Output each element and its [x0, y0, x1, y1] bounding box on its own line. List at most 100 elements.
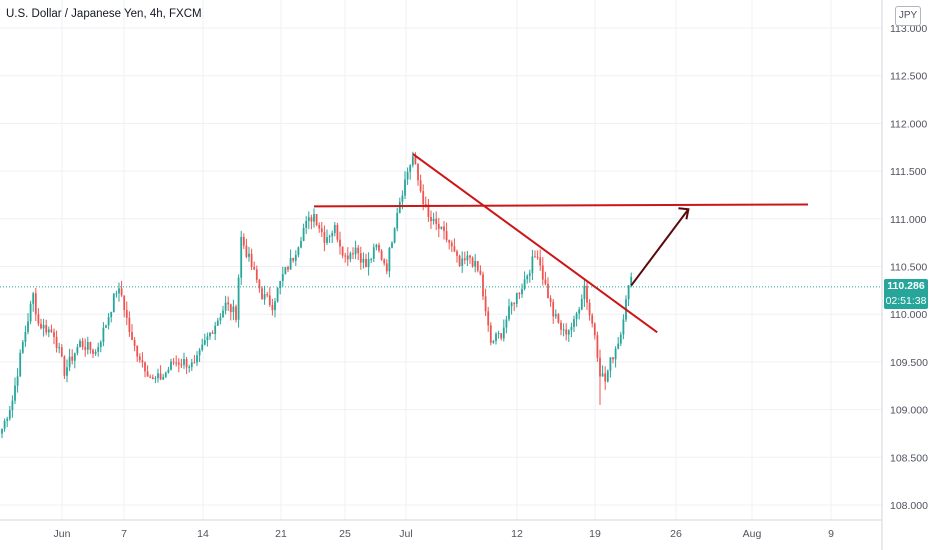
candle [196, 351, 198, 367]
candle [29, 300, 32, 325]
candle [115, 290, 118, 298]
candle-body [614, 348, 617, 360]
candle [14, 377, 16, 404]
candle-body [297, 247, 300, 256]
candle-body [193, 362, 196, 364]
candle-body [474, 261, 477, 267]
candle [471, 256, 474, 268]
candle-body [510, 302, 513, 307]
candle-body [144, 362, 146, 372]
candle-body [198, 349, 201, 356]
candle-body [518, 293, 521, 295]
candle-body [105, 325, 107, 328]
candle-body [89, 342, 92, 350]
candle [385, 259, 388, 275]
candle [107, 312, 110, 330]
candle [81, 337, 84, 350]
x-tick-label: Jul [399, 528, 412, 540]
candle [118, 282, 120, 302]
candle-body [201, 344, 204, 350]
y-tick-label: 108.000 [890, 500, 928, 512]
candle-body [224, 302, 227, 311]
last-price-value: 110.286 [887, 279, 925, 292]
candle [112, 292, 115, 313]
candle-body [240, 236, 243, 278]
candle [370, 257, 373, 264]
currency-button[interactable]: JPY [895, 6, 921, 26]
candle-body [159, 373, 162, 380]
candle-body [344, 255, 347, 257]
candle [66, 359, 68, 383]
candle-body [583, 285, 586, 299]
candle [268, 287, 271, 308]
candle-body [570, 327, 573, 331]
candle-body [128, 317, 131, 333]
candle [229, 303, 232, 321]
candle-body [47, 329, 50, 333]
candle [521, 283, 523, 298]
x-tick-label: 26 [670, 528, 682, 540]
candle-body [456, 251, 458, 256]
candle [606, 369, 609, 383]
chart-grid [0, 0, 882, 520]
candle [523, 271, 526, 291]
candle [539, 249, 542, 271]
candle [450, 240, 453, 252]
candle [222, 305, 224, 318]
candle [365, 253, 367, 268]
candle-body [180, 364, 183, 366]
x-tick-label: 21 [275, 528, 287, 540]
y-tick-label: 109.000 [890, 405, 928, 417]
drawing-layer [0, 153, 882, 334]
candle-body [609, 357, 612, 371]
candle-body [617, 343, 620, 349]
candle [528, 269, 531, 283]
candle [437, 217, 440, 238]
candle-body [115, 293, 118, 295]
candle-body [461, 258, 464, 266]
candle-body [232, 306, 235, 313]
candle [248, 246, 250, 262]
candle [453, 238, 456, 253]
candle-body [482, 274, 484, 297]
x-tick-label: 19 [589, 528, 601, 540]
candle [367, 252, 370, 276]
candle-body [323, 232, 326, 243]
candle-body [102, 327, 105, 343]
candle-body [162, 376, 165, 380]
candle-body [149, 376, 152, 378]
candle [19, 349, 22, 378]
candle [157, 368, 159, 383]
candle [102, 322, 105, 347]
candle [123, 295, 126, 318]
candle-body [55, 336, 58, 348]
candle [68, 348, 71, 372]
candle-body [151, 377, 154, 379]
x-tick-label: Jun [54, 528, 71, 540]
candle [258, 279, 261, 293]
candle [242, 233, 245, 250]
candle [567, 329, 570, 342]
candle-body [489, 325, 492, 343]
candle [328, 234, 331, 243]
candle-body [71, 356, 74, 361]
candle-body [235, 306, 237, 320]
candle [71, 349, 74, 365]
candle-body [565, 329, 568, 335]
candle [287, 265, 289, 273]
candle-body [547, 283, 549, 299]
candle [125, 301, 128, 326]
candle-body [432, 218, 435, 222]
candle-body [258, 279, 261, 289]
candle [596, 331, 599, 362]
candle [372, 243, 375, 263]
candle-body [458, 255, 461, 266]
candle-body [107, 317, 110, 326]
candle [409, 164, 412, 180]
candle-body [287, 267, 289, 270]
candle-body [463, 258, 466, 261]
candle-body [146, 371, 149, 377]
candle-body [378, 244, 380, 251]
candle-body [318, 225, 321, 229]
